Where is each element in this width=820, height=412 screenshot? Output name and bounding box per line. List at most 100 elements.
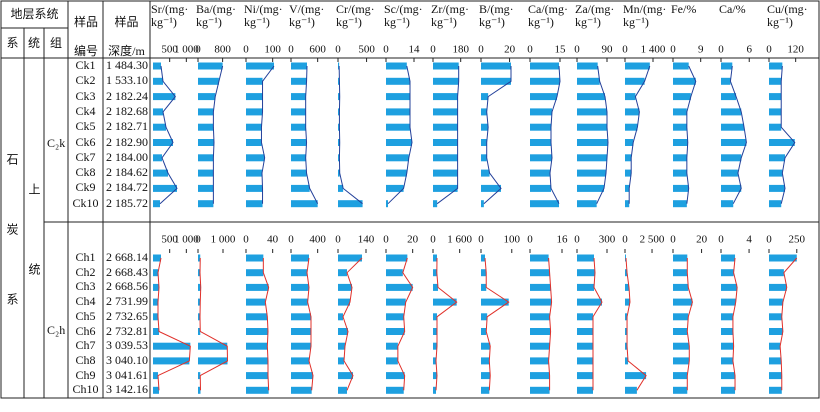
bar [625,139,634,146]
bar [530,386,550,394]
bar [530,123,551,131]
sample-depth: 2 731.99 [106,294,148,309]
bar [481,62,511,70]
bar [673,298,693,306]
bar [577,386,593,394]
trend-line [549,65,561,204]
x-tick-label: 1 000 [174,44,199,56]
x-tick-label: 400 [309,234,326,246]
bar [386,200,388,208]
bar [338,283,352,291]
bar [198,269,200,277]
bar [386,108,410,116]
bar [338,386,347,394]
header-depth: 样品 深度/m [108,15,145,58]
bar [625,184,630,192]
sample-depth: 2 182.24 [106,88,148,103]
trend-line [625,257,647,391]
bar [153,184,177,192]
bar [291,184,310,192]
sample-depth: 3 142.16 [106,382,148,397]
bar [673,328,688,335]
bar [338,93,340,101]
bar [769,169,783,177]
header-system: 系 [6,36,19,50]
bar [433,169,458,177]
column-title: Mn/(mg· kg⁻¹) [623,2,667,29]
bar [153,154,162,162]
bar [246,108,263,116]
bar [769,77,782,85]
bar [338,342,345,350]
sample-id: Ck4 [75,103,96,118]
sample-id: Ck8 [75,165,96,180]
bar [481,108,487,116]
sample-id: Ch1 [75,250,96,264]
sample-id: Ck2 [75,73,96,88]
sample-depth: 2 668.14 [106,250,148,264]
sample-id: Ch6 [75,323,96,338]
sample-depth: 2 182.68 [106,103,148,118]
bar [291,254,309,262]
trend-line [779,257,798,391]
bar [198,357,228,365]
sample-depth: 3 039.53 [106,338,148,353]
column-title: Cu/(mg· kg⁻¹) [767,2,808,29]
bar [433,298,457,306]
bar [198,169,214,177]
column-title: Sc/(mg· kg⁻¹) [384,2,423,29]
trend-line [732,257,738,391]
bar [198,313,200,321]
column-title: Fe/% [671,2,697,16]
bar [530,342,550,350]
bar [577,328,593,335]
column-title: Sr/(mg· kg⁻¹) [151,2,189,29]
x-tick-label: 0 [718,44,724,56]
bar [721,283,738,291]
bar [433,313,437,321]
bar [198,254,201,262]
bar [198,62,223,70]
trend-line [484,257,510,391]
trend-line [260,65,275,204]
bar [291,62,307,70]
bar [577,93,605,101]
bar [291,328,311,335]
x-tick-label: 0 [430,44,436,56]
trend-line [435,257,458,391]
bar [673,283,689,291]
x-tick-label: 100 [264,44,281,56]
bar [386,254,408,262]
bar [386,93,410,101]
trend-line [548,257,553,391]
bar [246,283,269,291]
bar [338,298,350,306]
bar [673,200,687,208]
bar [577,298,602,306]
bar [530,62,559,70]
bar [769,386,782,394]
bar [481,93,489,101]
bar [673,154,687,162]
bar [433,93,458,101]
bar [721,254,736,262]
bar [433,328,437,335]
bar [530,269,550,277]
bar [246,123,262,131]
bar [481,357,490,365]
bar [577,269,595,277]
x-tick-label: 6 [746,44,752,56]
bar [625,342,628,350]
x-tick-label: 0 [195,234,201,246]
bar [769,342,781,350]
x-tick-label: 140 [358,234,375,246]
column-title: Ca/% [719,2,746,16]
bar [386,62,407,70]
sample-id: Ck3 [75,88,96,103]
bar [530,108,552,116]
bar [481,254,485,262]
x-tick-label: 14 [409,44,421,56]
x-tick-label: 0 [622,234,628,246]
sample-depth: 2 184.62 [106,165,148,180]
x-tick-label: 1 400 [641,44,666,56]
